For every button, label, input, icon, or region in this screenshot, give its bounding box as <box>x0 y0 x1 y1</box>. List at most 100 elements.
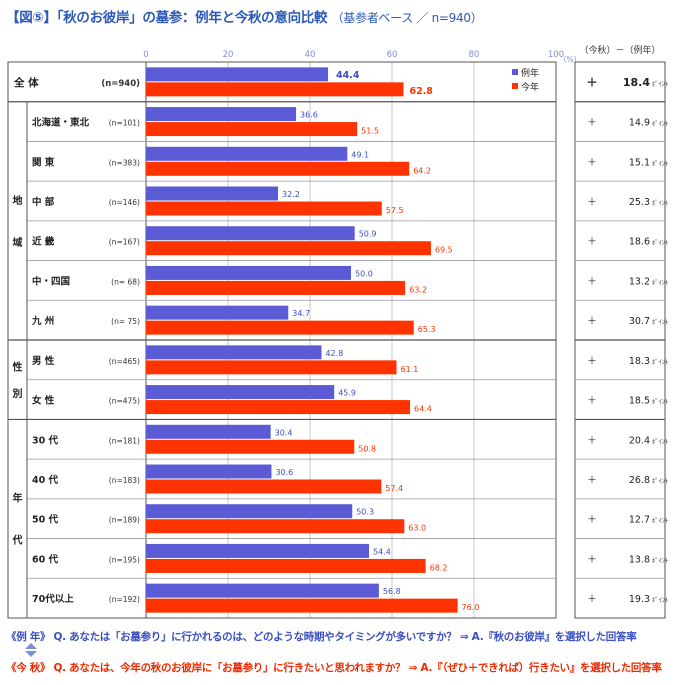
category-n-label: (n=181) <box>109 436 140 445</box>
category-label: 近 畿 <box>32 236 55 248</box>
category-label: 全 体 <box>13 76 39 89</box>
value-label-this-fall: 57.5 <box>386 206 404 215</box>
category-label: 50 代 <box>32 514 59 526</box>
category-label: 北海道・東北 <box>32 117 90 129</box>
diff-unit: ﾎﾟｲﾝﾄ <box>652 596 668 604</box>
group-label: 年 <box>13 492 23 505</box>
bar-usual <box>146 305 289 320</box>
tick-label-x: 100 <box>548 50 564 60</box>
value-label-this-fall: 69.5 <box>435 246 453 255</box>
value-label-this-fall: 57.4 <box>385 484 403 493</box>
value-label-usual: 30.4 <box>275 428 293 437</box>
diff-unit: ﾎﾟｲﾝﾄ <box>652 477 668 485</box>
value-label-this-fall: 50.8 <box>358 444 376 453</box>
bar-usual <box>146 385 335 400</box>
category-label: 男 性 <box>32 355 55 367</box>
bar-this-fall <box>146 558 426 573</box>
diff-unit: ﾎﾟｲﾝﾄ <box>652 239 668 247</box>
tick-label-x: 0 <box>143 50 148 60</box>
value-label-this-fall: 61.1 <box>401 365 419 374</box>
category-n-label: (n= 68) <box>111 277 140 286</box>
category-label: 60 代 <box>32 553 59 565</box>
diff-sign: ＋ <box>587 594 597 605</box>
diff-sign: ＋ <box>587 396 597 407</box>
bar-usual <box>146 583 379 598</box>
diff-sign: ＋ <box>587 435 597 446</box>
value-label-this-fall: 65.3 <box>418 325 436 334</box>
diff-value: 20.4 <box>629 435 650 446</box>
value-label-this-fall: 76.0 <box>462 603 480 612</box>
value-label-usual: 44.4 <box>336 70 360 81</box>
bar-this-fall <box>146 122 358 137</box>
category-n-label: (n=101) <box>109 119 140 128</box>
value-label-usual: 49.1 <box>351 150 369 159</box>
bars-layer <box>146 67 518 613</box>
diff-value: 19.3 <box>629 594 650 605</box>
diff-sign: ＋ <box>587 76 598 89</box>
bar-this-fall <box>146 598 458 613</box>
axis-unit-label: （%） <box>559 55 581 64</box>
value-label-this-fall: 51.5 <box>361 127 379 136</box>
category-n-label: (n=940) <box>101 79 140 89</box>
note-this-fall-tag: 《今 秋》 <box>6 662 51 674</box>
bar-usual <box>146 265 351 280</box>
bar-usual <box>146 226 355 241</box>
bar-usual <box>146 67 329 82</box>
category-n-label: (n=183) <box>109 476 140 485</box>
diff-sign: ＋ <box>587 157 597 168</box>
diff-sign: ＋ <box>587 118 597 129</box>
diff-unit: ﾎﾟｲﾝﾄ <box>652 517 668 525</box>
value-label-usual: 45.9 <box>338 389 356 398</box>
value-label-usual: 56.8 <box>383 587 401 596</box>
value-label-usual: 42.8 <box>325 349 343 358</box>
diff-sign: ＋ <box>587 276 597 287</box>
category-n-label: (n=146) <box>109 198 140 207</box>
diff-sign: ＋ <box>587 475 597 486</box>
diff-value: 18.4 <box>623 76 650 89</box>
bar-this-fall <box>146 201 382 216</box>
value-label-usual: 30.6 <box>275 468 293 477</box>
grid-layer <box>7 61 666 619</box>
diff-sign: ＋ <box>587 197 597 208</box>
value-label-usual: 50.0 <box>355 269 373 278</box>
bar-usual <box>146 107 297 122</box>
note-usual: 《例 年》 Q. あなたは「お墓参り」に行かれるのは、どのような時期やタイミング… <box>6 629 637 644</box>
group-label: 別 <box>12 387 23 400</box>
legend-swatch-usual <box>512 69 518 75</box>
category-n-label: (n=167) <box>109 238 140 247</box>
group-label: 性 <box>12 360 23 373</box>
bar-this-fall <box>146 82 404 97</box>
diff-unit: ﾎﾟｲﾝﾄ <box>652 556 668 564</box>
category-n-label: (n=195) <box>109 555 140 564</box>
diff-unit: ﾎﾟｲﾝﾄ <box>652 398 668 406</box>
diff-value: 15.1 <box>629 157 650 168</box>
bar-usual <box>146 186 279 201</box>
diff-unit: ﾎﾟｲﾝﾄ <box>652 199 668 207</box>
bar-usual <box>146 504 353 519</box>
bar-this-fall <box>146 280 406 295</box>
group-label: 域 <box>13 236 23 249</box>
diff-value: 25.3 <box>629 197 650 208</box>
bar-this-fall <box>146 320 414 335</box>
diff-value: 18.3 <box>629 356 650 367</box>
bar-this-fall <box>146 360 397 375</box>
chart-title: 【図⑤】「秋のお彼岸」の墓参：例年と今秋の意向比較 （基参者ベース ／ n=94… <box>6 6 483 26</box>
bar-usual <box>146 345 322 360</box>
up-down-arrow-icon <box>25 643 37 657</box>
bar-this-fall <box>146 519 405 534</box>
value-label-usual: 34.7 <box>292 309 310 318</box>
value-label-this-fall: 63.2 <box>409 285 427 294</box>
bar-usual <box>146 543 370 558</box>
chart-title-main: 【図⑤】「秋のお彼岸」の墓参：例年と今秋の意向比較 <box>6 10 328 26</box>
chart-title-sub: （基参者ベース ／ n=940） <box>331 11 483 25</box>
bar-this-fall <box>146 479 382 494</box>
value-label-usual: 50.9 <box>359 230 377 239</box>
bar-this-fall <box>146 439 355 454</box>
value-label-usual: 50.3 <box>356 508 374 517</box>
diff-value: 18.6 <box>629 237 650 248</box>
category-n-label: (n=192) <box>109 595 140 604</box>
diff-value: 14.9 <box>629 118 650 129</box>
diff-sign: ＋ <box>587 356 597 367</box>
